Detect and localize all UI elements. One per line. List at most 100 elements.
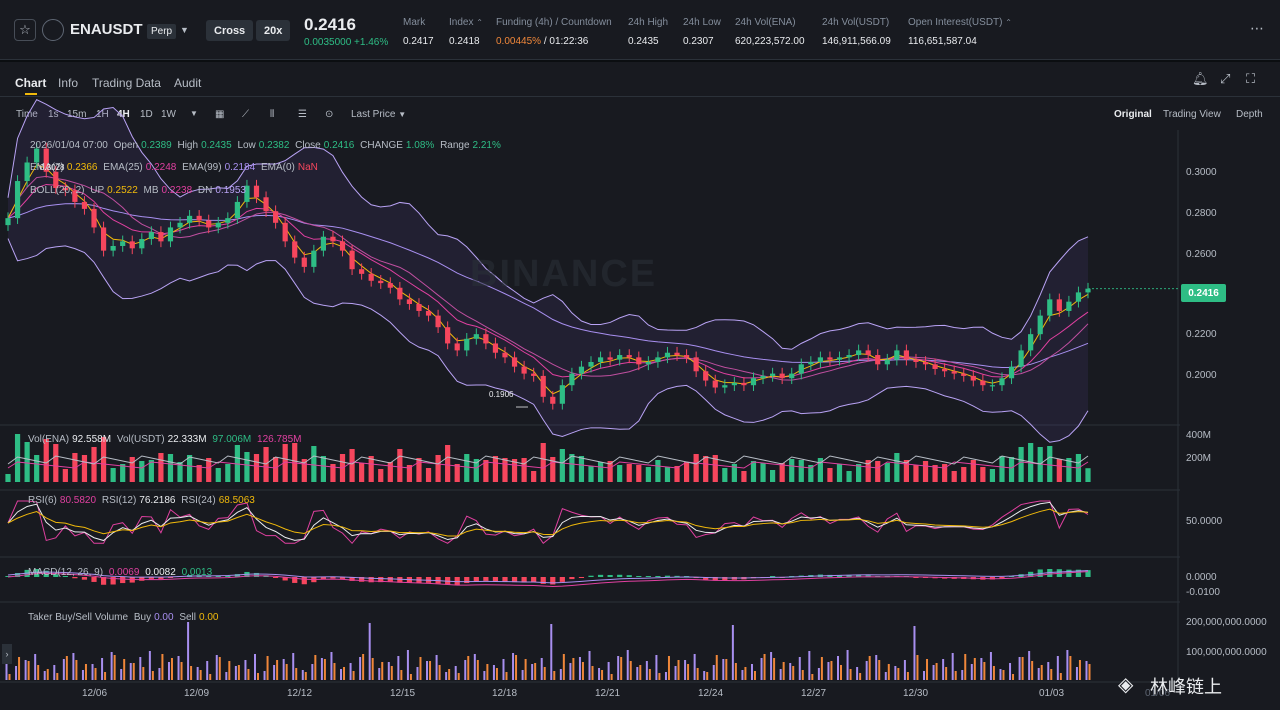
- taker-sell-bar: [629, 661, 632, 680]
- calendar-icon[interactable]: ▦: [215, 109, 225, 120]
- price-axis-label: 0.3000: [1186, 167, 1217, 178]
- tab-trading-data[interactable]: Trading Data: [92, 76, 161, 90]
- taker-buy-bar: [292, 653, 295, 680]
- candle-body: [922, 362, 929, 365]
- volume-bar: [473, 459, 479, 482]
- taker-sell-bar: [744, 667, 747, 680]
- macd-histogram-bar: [636, 576, 642, 577]
- candle-body: [827, 357, 833, 360]
- ema-legend: EMA(7) 0.2366 EMA(25) 0.2248 EMA(99) 0.2184…: [30, 162, 318, 173]
- taker-sell-bar: [94, 668, 97, 680]
- taker-buy-bar: [789, 663, 792, 680]
- volume-bar: [378, 469, 384, 482]
- candle-body: [158, 232, 164, 242]
- candle-body: [942, 368, 948, 372]
- candle-body: [263, 197, 269, 212]
- taker-sell-bar: [381, 662, 384, 680]
- taker-buy-bar: [626, 650, 629, 680]
- date-axis-label: 12/24: [698, 688, 724, 699]
- candle-type-icon[interactable]: ⫴: [270, 109, 275, 120]
- expand-icon[interactable]: ⤢: [1220, 71, 1231, 86]
- volume-bar: [1085, 468, 1091, 482]
- taker-buy-bar: [531, 664, 534, 680]
- taker-buy-bar: [502, 659, 505, 680]
- candle-body: [349, 250, 355, 270]
- more-icon[interactable]: ⋯: [1250, 20, 1265, 36]
- taker-sell-bar: [371, 658, 374, 680]
- taker-sell-bar: [534, 663, 537, 680]
- settings-icon[interactable]: ☰: [298, 109, 307, 120]
- macd-histogram-bar: [378, 577, 384, 583]
- taker-sell-bar: [992, 666, 995, 680]
- taker-sell-bar: [1088, 664, 1091, 680]
- taker-sell-bar: [486, 664, 489, 680]
- fullscreen-icon[interactable]: ⛶: [1246, 71, 1256, 86]
- taker-buy-bar: [827, 662, 830, 680]
- candle-body: [464, 338, 470, 351]
- interval-1w[interactable]: 1W: [161, 109, 176, 120]
- contract-type-badge[interactable]: Perp: [147, 24, 177, 39]
- taker-buy-bar: [760, 658, 763, 680]
- candle-body: [655, 357, 661, 362]
- view-depth[interactable]: Depth: [1236, 109, 1263, 120]
- drawing-tools-icon[interactable]: ⊙: [325, 109, 334, 120]
- view-trading-view[interactable]: Trading View: [1163, 109, 1221, 120]
- candle-body: [693, 357, 699, 372]
- indicator-icon[interactable]: ⟋: [242, 109, 249, 120]
- bell-icon[interactable]: 🔔︎: [1192, 71, 1209, 86]
- taker-buy-bar: [712, 665, 715, 680]
- volume-bar: [100, 437, 107, 482]
- macd-histogram-bar: [81, 577, 88, 580]
- macd-histogram-bar: [865, 575, 871, 577]
- macd-histogram-bar: [148, 577, 154, 579]
- mark-value: 0.2417: [403, 36, 434, 47]
- price-type-dropdown[interactable]: Last Price ▼: [351, 109, 407, 120]
- tab-info[interactable]: Info: [58, 76, 79, 90]
- tab-audit[interactable]: Audit: [174, 76, 202, 90]
- volume-bar: [999, 456, 1005, 482]
- view-original[interactable]: Original: [1114, 109, 1152, 120]
- candle-body: [34, 148, 40, 163]
- panel-expand-button[interactable]: ›: [2, 644, 12, 664]
- macd-histogram-bar: [34, 569, 40, 577]
- volume-bar: [578, 456, 585, 482]
- rsi12-line: [7, 501, 1089, 542]
- volume-bar: [110, 468, 116, 482]
- volume-bar: [206, 458, 212, 482]
- symbol-name[interactable]: ENAUSDT: [70, 21, 143, 38]
- volume-bar: [617, 465, 623, 482]
- interval-1s[interactable]: 1s: [48, 109, 59, 120]
- candle-body: [215, 222, 221, 228]
- margin-mode-button[interactable]: Cross: [206, 20, 254, 41]
- interval-1h[interactable]: 1H: [96, 109, 109, 120]
- interval-dropdown-icon[interactable]: ▼: [190, 109, 198, 118]
- interval-4h[interactable]: 4H: [117, 109, 130, 120]
- candle-body: [1075, 292, 1082, 302]
- star-icon[interactable]: ☆: [14, 19, 36, 41]
- volume-bar: [511, 459, 518, 482]
- candle-body: [798, 364, 804, 374]
- tab-chart[interactable]: Chart: [15, 76, 47, 90]
- volume-bar: [53, 444, 59, 482]
- chevron-down-icon[interactable]: ▼: [180, 25, 189, 35]
- interval-15m[interactable]: 15m: [67, 109, 87, 120]
- candle-body: [989, 385, 996, 387]
- candle-body: [311, 250, 317, 267]
- volume-bar: [655, 460, 661, 482]
- macd-histogram-bar: [674, 575, 680, 577]
- volume-bar: [588, 466, 594, 482]
- taker-buy-bar: [483, 671, 486, 680]
- taker-sell-bar: [610, 674, 613, 680]
- candle-body: [81, 201, 88, 209]
- volume-bar: [349, 449, 355, 482]
- volume-bar: [645, 467, 651, 482]
- macd-histogram-bar: [473, 577, 479, 582]
- leverage-button[interactable]: 20x: [256, 20, 291, 41]
- taker-buy-bar: [187, 622, 190, 680]
- volume-bar: [330, 464, 336, 482]
- candle-body: [1085, 288, 1091, 293]
- interval-time[interactable]: Time: [16, 109, 38, 120]
- interval-1d[interactable]: 1D: [140, 109, 153, 120]
- taker-buy-bar: [464, 660, 467, 680]
